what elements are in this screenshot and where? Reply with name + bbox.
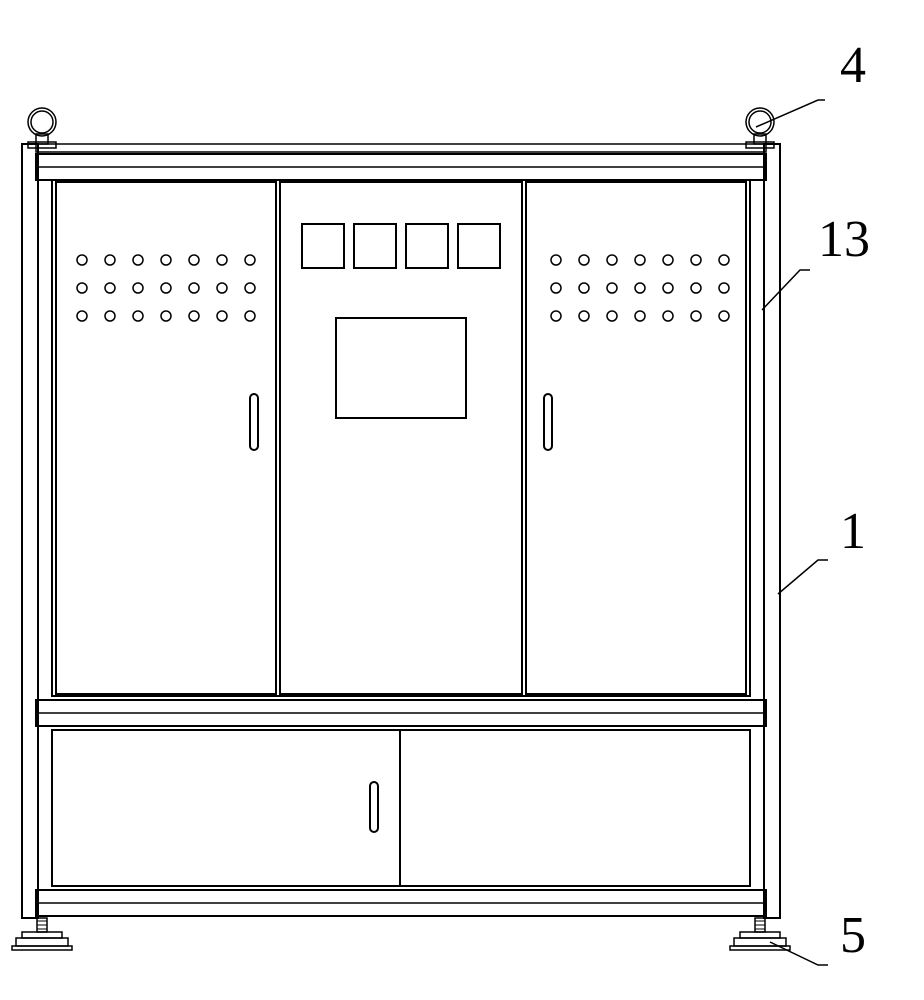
leader-5 <box>770 942 828 965</box>
center-screen <box>336 318 466 418</box>
vent-grid-left <box>77 255 255 321</box>
leader-13 <box>762 270 810 310</box>
handle-upper-left <box>250 394 258 450</box>
foot <box>730 918 790 950</box>
leader-1 <box>778 560 828 594</box>
handle-lower <box>370 782 378 832</box>
label-5: 5 <box>840 907 866 964</box>
eyebolt <box>28 108 56 148</box>
foot <box>12 918 72 950</box>
label-4: 4 <box>840 37 866 94</box>
technical-drawing: 4 13 1 5 <box>0 0 924 1000</box>
gauges <box>302 224 500 268</box>
upper-panels <box>56 182 746 694</box>
label-13: 13 <box>818 211 870 268</box>
handle-upper-right <box>544 394 552 450</box>
label-1: 1 <box>840 503 866 560</box>
vent-grid-right <box>551 255 729 321</box>
eyebolt <box>746 108 774 148</box>
